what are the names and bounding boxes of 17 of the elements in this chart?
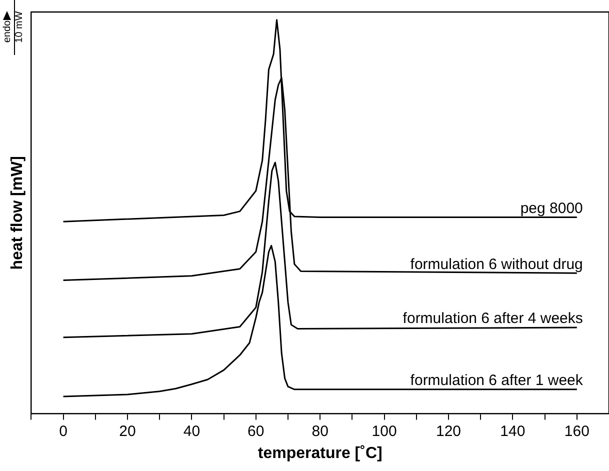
x-tick-label: 40	[183, 422, 200, 440]
x-tick-label: 20	[119, 422, 136, 440]
series-label: peg 8000	[520, 200, 583, 217]
series-label: formulation 6 without drug	[410, 256, 583, 273]
x-tick-label: 80	[312, 422, 328, 440]
x-tick-label: 100	[372, 422, 397, 440]
x-tick-label: 120	[436, 422, 462, 440]
series-label: formulation 6 after 4 weeks	[402, 310, 583, 328]
y-axis-title: heat flow [mW]	[9, 156, 26, 270]
x-tick-label: 0	[59, 422, 68, 440]
text: 10 mW	[14, 10, 25, 45]
x-tick-label: 60	[248, 422, 264, 440]
x-tick-label: 160	[564, 422, 590, 440]
text: endo	[2, 20, 13, 43]
x-tick-label: 140	[500, 422, 526, 440]
x-axis-title: temperature [˚C]	[258, 444, 382, 462]
series-label: formulation 6 after 1 week	[410, 372, 584, 390]
